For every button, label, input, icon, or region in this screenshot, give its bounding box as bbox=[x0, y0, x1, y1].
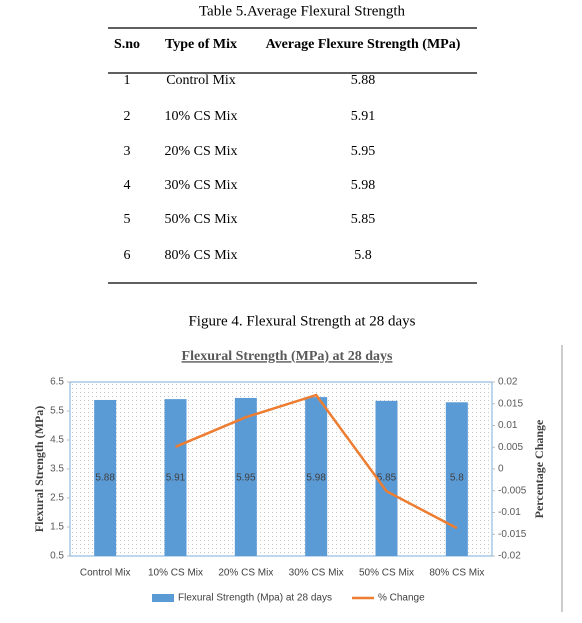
y-tick-label: 2.5 bbox=[50, 493, 64, 504]
data-label: 5.98 bbox=[306, 473, 326, 484]
plot-area bbox=[69, 381, 493, 557]
table-cell: 6 bbox=[124, 248, 131, 263]
x-tick-label: 10% CS Mix bbox=[148, 568, 203, 579]
y-axis-label: Flexural Strength (MPa) bbox=[32, 406, 46, 532]
table-cell: 5 bbox=[124, 212, 131, 227]
x-tick-label: 30% CS Mix bbox=[289, 568, 344, 579]
y2-tick-label: 0.015 bbox=[498, 398, 523, 409]
y-tick-label: 5.5 bbox=[50, 406, 64, 417]
y2-tick-label: 0 bbox=[498, 464, 504, 475]
legend-label: % Change bbox=[378, 593, 425, 604]
legend-label: Flexural Strength (Mpa) at 28 days bbox=[178, 593, 332, 604]
table-header: Average Flexure Strength (MPa) bbox=[266, 37, 461, 52]
table-cell: 2 bbox=[124, 109, 131, 124]
y2-tick-label: -0.015 bbox=[498, 529, 527, 540]
chart-title: Flexural Strength (MPa) at 28 days bbox=[182, 349, 393, 364]
y-tick-label: 1.5 bbox=[50, 522, 64, 533]
y-tick-label: 4.5 bbox=[50, 435, 64, 446]
y-tick-label: 0.5 bbox=[50, 551, 64, 562]
bar bbox=[164, 399, 187, 556]
data-label: 5.85 bbox=[377, 473, 397, 484]
table-cell: 5.8 bbox=[354, 248, 372, 263]
y2-tick-label: 0.01 bbox=[498, 420, 518, 431]
line bbox=[175, 393, 458, 530]
y2-tick-label: -0.005 bbox=[498, 485, 527, 496]
data-label: 5.95 bbox=[236, 473, 256, 484]
y2-tick-label: -0.02 bbox=[498, 551, 521, 562]
table-cell: 5.88 bbox=[351, 73, 376, 88]
legend-swatch bbox=[152, 594, 174, 602]
x-tick-label: 80% CS Mix bbox=[429, 568, 484, 579]
y2-tick-label: 0.02 bbox=[498, 377, 518, 388]
table-cell: 30% CS Mix bbox=[164, 178, 237, 193]
table-cell: 10% CS Mix bbox=[164, 109, 237, 124]
y-tick-label: 6.5 bbox=[50, 377, 64, 388]
table-cell: 5.98 bbox=[351, 178, 376, 193]
y2-tick-label: -0.01 bbox=[498, 507, 521, 518]
y2-axis-label: Percentage Change bbox=[532, 419, 546, 518]
bar bbox=[94, 399, 117, 556]
bar bbox=[234, 397, 257, 556]
data-label: 5.8 bbox=[450, 473, 464, 484]
x-tick-label: 50% CS Mix bbox=[359, 568, 414, 579]
table-cell: 5.85 bbox=[351, 212, 376, 227]
table-header: Type of Mix bbox=[165, 37, 237, 52]
x-tick-label: 20% CS Mix bbox=[218, 568, 273, 579]
y2-tick-label: 0.005 bbox=[498, 442, 523, 453]
data-label: 5.91 bbox=[166, 473, 186, 484]
y-tick-label: 3.5 bbox=[50, 464, 64, 475]
figure-caption: Figure 4. Flexural Strength at 28 days bbox=[188, 313, 415, 329]
table-cell: 4 bbox=[124, 178, 131, 193]
table-cell: 5.91 bbox=[351, 109, 376, 124]
table-cell: 80% CS Mix bbox=[164, 248, 237, 263]
table-cell: 20% CS Mix bbox=[164, 144, 237, 159]
table-cell: 1 bbox=[124, 73, 131, 88]
data-label: 5.88 bbox=[95, 473, 115, 484]
bar bbox=[445, 402, 468, 556]
table-cell: 5.95 bbox=[351, 144, 376, 159]
table-header: S.no bbox=[114, 37, 140, 52]
x-tick-label: Control Mix bbox=[80, 568, 131, 579]
table-cell: Control Mix bbox=[166, 73, 236, 88]
table-cell: 50% CS Mix bbox=[164, 212, 237, 227]
bar bbox=[375, 400, 398, 556]
table-caption: Table 5.Average Flexural Strength bbox=[199, 3, 406, 19]
table-cell: 3 bbox=[124, 144, 131, 159]
bar bbox=[305, 397, 328, 556]
